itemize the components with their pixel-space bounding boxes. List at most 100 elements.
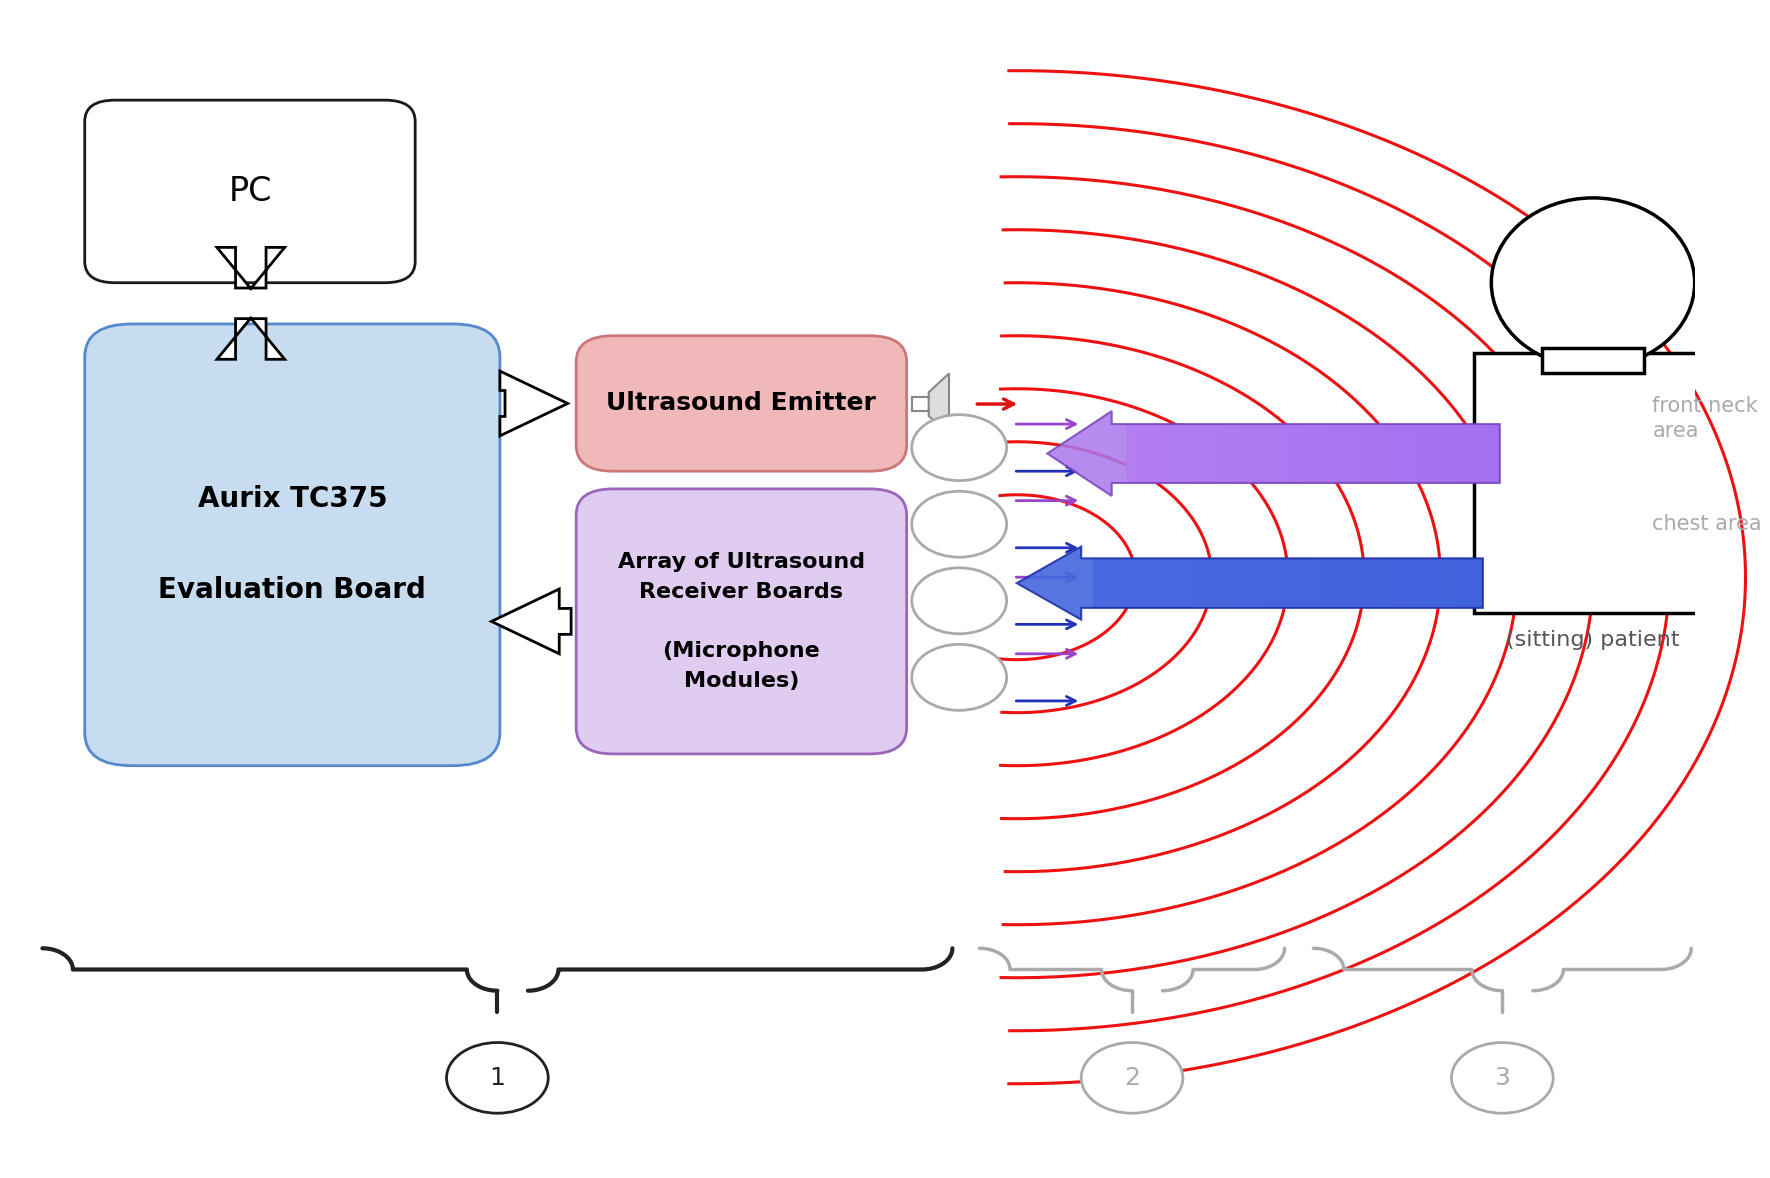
FancyArrow shape bbox=[218, 247, 285, 289]
Text: Aurix TC375

Evaluation Board: Aurix TC375 Evaluation Board bbox=[158, 485, 427, 604]
Polygon shape bbox=[1092, 558, 1099, 608]
Polygon shape bbox=[1126, 424, 1133, 483]
Polygon shape bbox=[1195, 424, 1200, 483]
Polygon shape bbox=[929, 373, 949, 435]
Polygon shape bbox=[1474, 353, 1703, 613]
Polygon shape bbox=[1290, 424, 1296, 483]
Polygon shape bbox=[1280, 424, 1285, 483]
Polygon shape bbox=[1204, 558, 1209, 608]
Polygon shape bbox=[1313, 558, 1320, 608]
Polygon shape bbox=[1476, 558, 1483, 608]
Polygon shape bbox=[1145, 558, 1150, 608]
Polygon shape bbox=[1483, 424, 1489, 483]
Polygon shape bbox=[1150, 558, 1156, 608]
Polygon shape bbox=[1127, 558, 1133, 608]
Polygon shape bbox=[1221, 558, 1227, 608]
Polygon shape bbox=[1347, 424, 1352, 483]
Polygon shape bbox=[1104, 558, 1110, 608]
Polygon shape bbox=[1154, 424, 1161, 483]
Polygon shape bbox=[1466, 424, 1471, 483]
Circle shape bbox=[446, 1043, 549, 1113]
Polygon shape bbox=[1274, 424, 1280, 483]
Ellipse shape bbox=[1492, 198, 1694, 368]
Polygon shape bbox=[1267, 424, 1274, 483]
Polygon shape bbox=[1319, 424, 1324, 483]
Text: 3: 3 bbox=[1494, 1066, 1510, 1090]
Polygon shape bbox=[1156, 558, 1163, 608]
Text: Array of Ultrasound
Receiver Boards

(Microphone
Modules): Array of Ultrasound Receiver Boards (Mic… bbox=[618, 552, 866, 690]
Polygon shape bbox=[1200, 424, 1205, 483]
Polygon shape bbox=[1389, 558, 1395, 608]
Polygon shape bbox=[1267, 558, 1273, 608]
Polygon shape bbox=[1425, 558, 1430, 608]
Polygon shape bbox=[1395, 558, 1402, 608]
FancyArrow shape bbox=[1048, 411, 1499, 496]
Polygon shape bbox=[1466, 558, 1471, 608]
Polygon shape bbox=[1478, 424, 1483, 483]
Text: PC: PC bbox=[228, 174, 271, 209]
Polygon shape bbox=[1430, 558, 1435, 608]
Polygon shape bbox=[1443, 424, 1450, 483]
Polygon shape bbox=[1211, 424, 1218, 483]
Polygon shape bbox=[1370, 424, 1375, 483]
Polygon shape bbox=[1372, 558, 1379, 608]
Text: Ultrasound Emitter: Ultrasound Emitter bbox=[607, 391, 876, 416]
Circle shape bbox=[1451, 1043, 1552, 1113]
Polygon shape bbox=[1133, 558, 1140, 608]
Polygon shape bbox=[1182, 424, 1189, 483]
Polygon shape bbox=[1143, 424, 1149, 483]
Polygon shape bbox=[1244, 558, 1250, 608]
Polygon shape bbox=[1343, 558, 1349, 608]
Polygon shape bbox=[1393, 424, 1398, 483]
Polygon shape bbox=[1262, 558, 1267, 608]
Polygon shape bbox=[1331, 558, 1336, 608]
Polygon shape bbox=[1324, 424, 1329, 483]
Polygon shape bbox=[1257, 424, 1262, 483]
Polygon shape bbox=[1308, 424, 1313, 483]
Polygon shape bbox=[1336, 558, 1343, 608]
Polygon shape bbox=[1453, 558, 1460, 608]
Circle shape bbox=[1081, 1043, 1182, 1113]
Polygon shape bbox=[1296, 424, 1301, 483]
Polygon shape bbox=[1398, 424, 1404, 483]
Polygon shape bbox=[1427, 424, 1432, 483]
Polygon shape bbox=[1354, 558, 1361, 608]
Circle shape bbox=[912, 491, 1007, 557]
Polygon shape bbox=[1205, 424, 1211, 483]
Polygon shape bbox=[1296, 558, 1303, 608]
Polygon shape bbox=[1365, 424, 1370, 483]
Polygon shape bbox=[1218, 424, 1223, 483]
Polygon shape bbox=[1301, 424, 1308, 483]
Polygon shape bbox=[1494, 424, 1499, 483]
Polygon shape bbox=[1435, 558, 1443, 608]
Polygon shape bbox=[1432, 424, 1437, 483]
Polygon shape bbox=[1448, 558, 1453, 608]
Text: 1: 1 bbox=[490, 1066, 504, 1090]
Polygon shape bbox=[1375, 424, 1381, 483]
Polygon shape bbox=[1161, 424, 1166, 483]
Polygon shape bbox=[1285, 424, 1290, 483]
Polygon shape bbox=[1407, 558, 1412, 608]
Polygon shape bbox=[1366, 558, 1372, 608]
Polygon shape bbox=[1308, 558, 1313, 608]
Circle shape bbox=[912, 568, 1007, 634]
Polygon shape bbox=[1177, 424, 1182, 483]
Polygon shape bbox=[1232, 558, 1239, 608]
FancyBboxPatch shape bbox=[577, 489, 906, 754]
Circle shape bbox=[912, 415, 1007, 481]
Polygon shape bbox=[1326, 558, 1331, 608]
Polygon shape bbox=[1379, 558, 1384, 608]
Polygon shape bbox=[1290, 558, 1296, 608]
Polygon shape bbox=[1409, 424, 1414, 483]
Polygon shape bbox=[1471, 424, 1478, 483]
Polygon shape bbox=[1255, 558, 1262, 608]
Polygon shape bbox=[1460, 424, 1466, 483]
Polygon shape bbox=[1404, 424, 1409, 483]
Polygon shape bbox=[1250, 558, 1255, 608]
Polygon shape bbox=[1140, 558, 1145, 608]
Polygon shape bbox=[1186, 558, 1191, 608]
Polygon shape bbox=[1450, 424, 1455, 483]
Polygon shape bbox=[1174, 558, 1181, 608]
Polygon shape bbox=[1342, 424, 1347, 483]
Polygon shape bbox=[1228, 424, 1234, 483]
